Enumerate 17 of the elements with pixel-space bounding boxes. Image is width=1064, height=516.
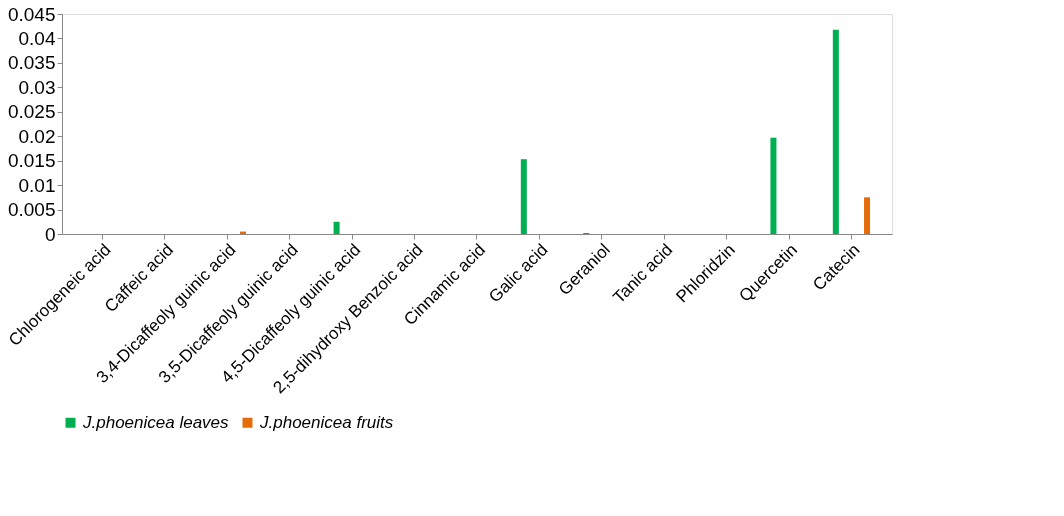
legend-label: J.phoenicea fruits (259, 412, 394, 432)
y-tick-label: 0 (44, 223, 56, 245)
y-tick-label: 0.02 (18, 125, 56, 147)
y-tick-label: 0.005 (7, 199, 56, 221)
y-tick-label: 0.015 (7, 150, 56, 172)
y-tick-label: 0.035 (7, 52, 56, 74)
y-tick-label: 0.025 (7, 101, 56, 123)
bar (520, 159, 527, 234)
bar (832, 29, 839, 234)
bar (864, 197, 871, 234)
bar (770, 137, 777, 234)
y-tick-label: 0.04 (18, 27, 56, 49)
y-tick-label: 0.03 (18, 76, 56, 98)
legend-label: J.phoenicea leaves (82, 412, 230, 432)
y-tick-label: 0.01 (18, 174, 56, 196)
bar (333, 221, 340, 234)
y-tick-label: 0.045 (7, 3, 56, 25)
